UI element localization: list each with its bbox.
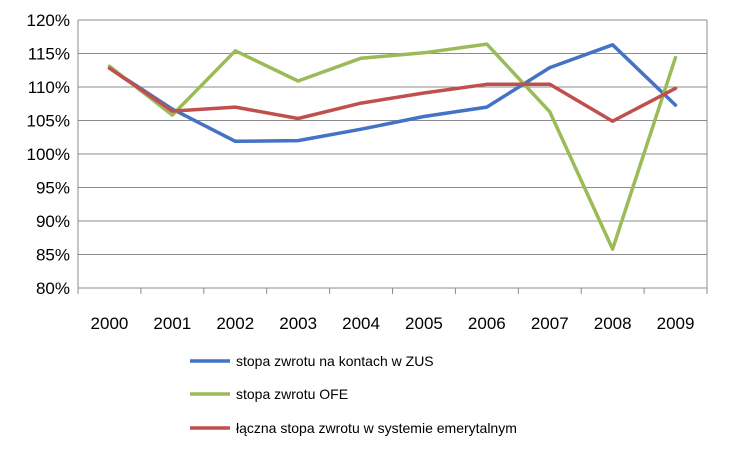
series-line <box>107 43 678 144</box>
x-tick-label: 2001 <box>153 314 191 333</box>
x-tick-label: 2008 <box>594 314 632 333</box>
legend-label: stopa zwrotu OFE <box>236 386 348 402</box>
x-tick-label: 2009 <box>657 314 695 333</box>
legend-label: łączna stopa zwrotu w systemie emerytaln… <box>236 420 517 436</box>
legend: stopa zwrotu na kontach w ZUS stopa zwrot… <box>190 353 517 436</box>
y-tick-label: 95% <box>36 179 70 198</box>
legend-label: stopa zwrotu na kontach w ZUS <box>236 353 434 369</box>
series-line <box>107 66 678 123</box>
series-line <box>107 42 678 251</box>
x-tick-label: 2003 <box>279 314 317 333</box>
y-tick-label: 85% <box>36 246 70 265</box>
y-tick-label: 80% <box>36 279 70 298</box>
y-tick-label: 105% <box>27 112 70 131</box>
x-tick-label: 2000 <box>91 314 129 333</box>
y-tick-label: 90% <box>36 212 70 231</box>
y-tick-label: 115% <box>28 45 70 64</box>
x-tick-label: 2005 <box>405 314 443 333</box>
x-axis-tick-labels: 2000 2001 2002 2003 2004 2005 2006 2007 2008 2009 <box>91 314 695 333</box>
x-tick-label: 2006 <box>468 314 506 333</box>
y-tick-label: 120% <box>27 11 70 30</box>
y-axis-tick-labels: 80% 85% 90% 95% 100% 105% 110% 115% 120% <box>27 11 70 298</box>
series-lines <box>107 42 678 251</box>
axes <box>77 20 708 294</box>
y-tick-label: 110% <box>28 78 70 97</box>
x-tick-label: 2007 <box>531 314 569 333</box>
gridlines <box>78 19 707 289</box>
x-tick-label: 2002 <box>216 314 254 333</box>
x-tick-label: 2004 <box>342 314 380 333</box>
y-tick-label: 100% <box>27 145 70 164</box>
